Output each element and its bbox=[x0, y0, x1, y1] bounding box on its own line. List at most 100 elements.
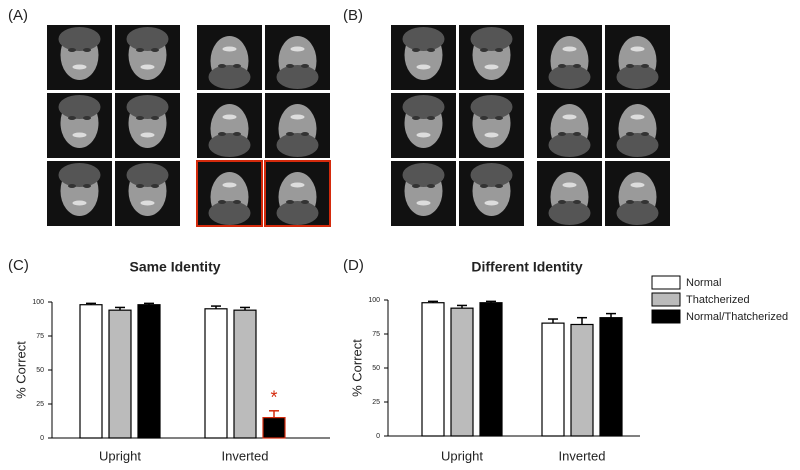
y-tick-label: 25 bbox=[372, 399, 380, 406]
eye bbox=[218, 132, 226, 136]
y-tick-label: 75 bbox=[36, 333, 44, 340]
hair bbox=[208, 133, 251, 157]
y-tick-label: 0 bbox=[376, 433, 380, 440]
eye bbox=[626, 64, 634, 68]
mouth bbox=[140, 64, 155, 70]
eye bbox=[626, 132, 634, 136]
mouth bbox=[72, 132, 87, 138]
eye bbox=[136, 48, 144, 52]
y-tick-label: 0 bbox=[40, 435, 44, 442]
mouth bbox=[222, 182, 237, 188]
hair bbox=[402, 95, 445, 119]
panel-label: (B) bbox=[343, 7, 363, 24]
mouth bbox=[416, 132, 431, 138]
panel-label: (C) bbox=[8, 257, 29, 274]
eye bbox=[136, 116, 144, 120]
bar bbox=[137, 304, 161, 439]
hair bbox=[58, 27, 101, 51]
annotation: * bbox=[270, 388, 277, 408]
bar bbox=[262, 417, 286, 439]
eye bbox=[301, 64, 309, 68]
x-tick-label: Upright bbox=[99, 448, 141, 463]
hair bbox=[616, 201, 659, 225]
eye bbox=[495, 116, 503, 120]
chart-title: Same Identity bbox=[129, 259, 220, 275]
eye bbox=[558, 200, 566, 204]
legend-label: Normal bbox=[686, 277, 721, 289]
hair bbox=[616, 133, 659, 157]
mouth bbox=[290, 114, 305, 120]
mouth bbox=[222, 46, 237, 52]
legend-label: Thatcherized bbox=[686, 294, 750, 306]
eye bbox=[136, 184, 144, 188]
bar bbox=[570, 323, 594, 437]
x-tick-label: Inverted bbox=[559, 448, 606, 463]
eye bbox=[641, 132, 649, 136]
y-tick-label: 100 bbox=[32, 299, 44, 306]
mouth bbox=[290, 46, 305, 52]
hair bbox=[548, 201, 591, 225]
bar bbox=[79, 304, 103, 439]
y-tick-label: 50 bbox=[372, 365, 380, 372]
eye bbox=[301, 200, 309, 204]
eye bbox=[83, 184, 91, 188]
eye bbox=[480, 184, 488, 188]
eye bbox=[495, 48, 503, 52]
y-tick-label: 25 bbox=[36, 401, 44, 408]
hair bbox=[616, 65, 659, 89]
panel-label: (A) bbox=[8, 7, 28, 24]
y-tick-label: 50 bbox=[36, 367, 44, 374]
bar bbox=[541, 322, 565, 437]
hair bbox=[470, 163, 513, 187]
eye bbox=[495, 184, 503, 188]
eye bbox=[573, 200, 581, 204]
mouth bbox=[630, 114, 645, 120]
eye bbox=[218, 64, 226, 68]
eye bbox=[286, 132, 294, 136]
hair bbox=[470, 27, 513, 51]
eye bbox=[83, 116, 91, 120]
eye bbox=[427, 184, 435, 188]
eye bbox=[233, 64, 241, 68]
hair bbox=[548, 65, 591, 89]
mouth bbox=[416, 200, 431, 206]
bar bbox=[108, 309, 132, 439]
hair bbox=[402, 27, 445, 51]
mouth bbox=[630, 46, 645, 52]
eye bbox=[68, 184, 76, 188]
eye bbox=[233, 200, 241, 204]
mouth bbox=[562, 46, 577, 52]
chart-title: Different Identity bbox=[471, 259, 582, 275]
hair bbox=[58, 163, 101, 187]
panel-label: (D) bbox=[343, 257, 364, 274]
mouth bbox=[630, 182, 645, 188]
x-tick-label: Upright bbox=[441, 448, 483, 463]
eye bbox=[573, 64, 581, 68]
hair bbox=[126, 95, 169, 119]
eye bbox=[558, 64, 566, 68]
eye bbox=[412, 116, 420, 120]
eye bbox=[412, 184, 420, 188]
hair bbox=[208, 65, 251, 89]
y-axis-label: % Correct bbox=[13, 341, 28, 399]
eye bbox=[286, 200, 294, 204]
hair bbox=[548, 133, 591, 157]
hair bbox=[126, 27, 169, 51]
eye bbox=[68, 116, 76, 120]
eye bbox=[641, 64, 649, 68]
eye bbox=[151, 184, 159, 188]
mouth bbox=[562, 182, 577, 188]
hair bbox=[276, 133, 319, 157]
eye bbox=[480, 48, 488, 52]
eye bbox=[151, 116, 159, 120]
bar bbox=[479, 302, 503, 437]
bar bbox=[421, 302, 445, 437]
eye bbox=[427, 116, 435, 120]
mouth bbox=[72, 200, 87, 206]
eye bbox=[68, 48, 76, 52]
eye bbox=[301, 132, 309, 136]
hair bbox=[402, 163, 445, 187]
bar bbox=[204, 308, 228, 439]
mouth bbox=[72, 64, 87, 70]
mouth bbox=[140, 132, 155, 138]
